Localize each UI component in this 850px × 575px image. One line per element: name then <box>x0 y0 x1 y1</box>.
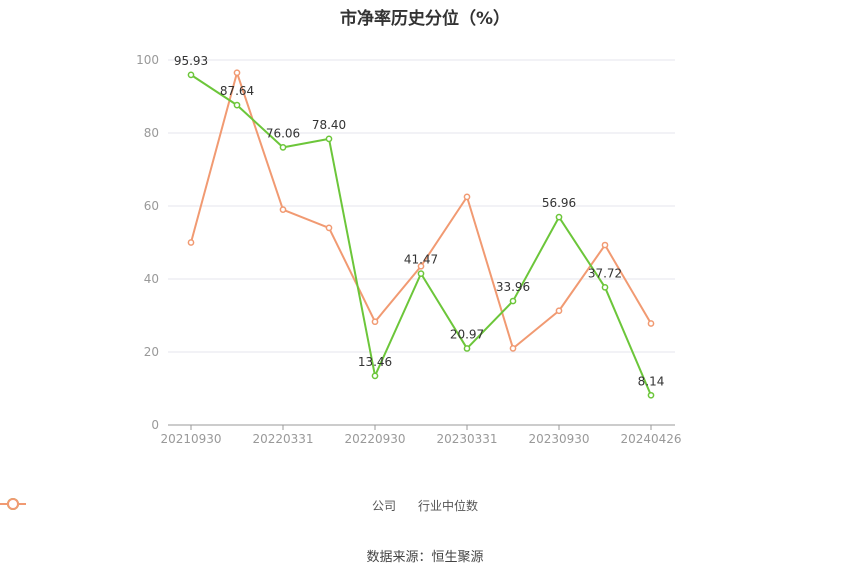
data-point-industry <box>509 345 517 352</box>
data-point-industry <box>325 224 333 232</box>
data-point-industry <box>601 241 609 249</box>
data-point-company <box>417 270 425 277</box>
legend-label-company: 公司 <box>371 499 396 513</box>
legend-item-company[interactable]: 公司 <box>0 497 396 514</box>
data-point-company <box>463 345 471 352</box>
series-line-industry <box>190 71 652 350</box>
data-point-company <box>555 213 563 221</box>
legend-item-industry[interactable]: 行业中位数 <box>0 497 479 514</box>
data-label-company: 41.47 <box>404 253 438 267</box>
data-point-company <box>279 144 287 151</box>
y-tick-label: 80 <box>144 126 159 140</box>
data-label-company: 20.97 <box>450 327 484 341</box>
data-label-company: 56.96 <box>542 196 576 210</box>
legend: 公司 行业中位数 <box>0 497 850 514</box>
data-point-industry <box>647 320 655 327</box>
data-point-industry <box>187 239 195 246</box>
data-point-company <box>509 297 517 305</box>
y-tick-label: 60 <box>144 199 159 213</box>
legend-label-industry: 行业中位数 <box>418 499 479 513</box>
data-label-company: 78.40 <box>312 118 346 132</box>
series-line-company <box>190 74 652 396</box>
data-point-industry <box>417 262 425 270</box>
x-tick-label: 20220331 <box>252 432 313 446</box>
data-label-company: 76.06 <box>266 126 300 140</box>
y-tick-label: 0 <box>151 418 159 432</box>
line-chart: 0 20 40 60 80 100 20210930 20220331 20220930 2023… <box>136 53 681 446</box>
data-source: 数据来源：恒生聚源 <box>366 550 484 565</box>
x-tick-label: 20240426 <box>620 432 681 446</box>
data-point-company <box>371 372 379 380</box>
x-tick-label: 20220930 <box>344 432 405 446</box>
data-point-company <box>187 71 195 79</box>
data-label-company: 95.93 <box>174 54 208 68</box>
data-point-industry <box>233 69 241 77</box>
data-point-industry <box>555 307 563 315</box>
y-tick-label: 20 <box>144 345 159 359</box>
x-tick-label: 20230930 <box>528 432 589 446</box>
x-tick-label: 20210930 <box>160 432 221 446</box>
data-label-company: 13.46 <box>358 355 392 369</box>
data-point-industry <box>371 318 379 326</box>
data-point-industry <box>463 193 471 201</box>
data-point-company <box>233 101 241 109</box>
x-tick-label: 20230331 <box>436 432 497 446</box>
data-label-company: 33.96 <box>496 280 530 294</box>
data-point-industry <box>279 206 287 213</box>
chart-title: 市净率历史分位（%） <box>339 9 511 29</box>
y-tick-label: 40 <box>144 272 159 286</box>
legend-marker-industry <box>0 498 26 510</box>
data-label-company: 87.64 <box>220 84 254 98</box>
data-point-company <box>325 135 333 143</box>
data-point-company <box>647 391 655 399</box>
data-label-company: 37.72 <box>588 266 622 280</box>
data-label-company: 8.14 <box>638 374 665 388</box>
y-tick-label: 100 <box>136 53 159 67</box>
data-point-company <box>601 283 609 291</box>
